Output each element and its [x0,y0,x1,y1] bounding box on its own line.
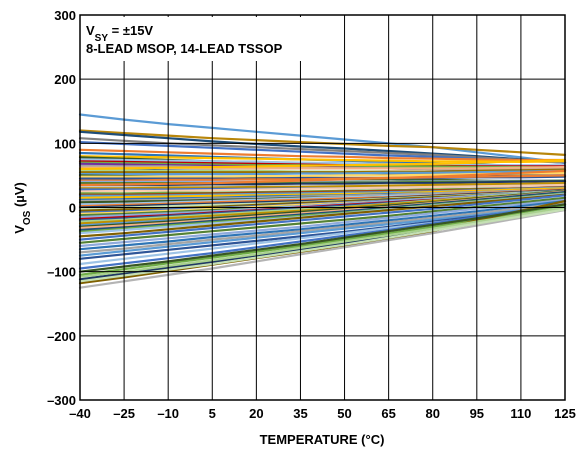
x-tick-label: 80 [425,406,439,421]
annotation-line-1: VSY = ±15V [86,23,153,44]
annotation-vsy-sub: SY [95,33,109,44]
series-line-46 [78,189,567,219]
x-tick-label: 125 [554,406,576,421]
y-tick-label: 200 [54,72,76,87]
y-tick-label: –100 [47,265,76,280]
x-tick-label: 110 [510,406,531,421]
series-line-1 [78,113,567,164]
series-line-73 [78,203,567,273]
x-tick-label: 65 [381,406,395,421]
y-axis-title-main: V [12,225,27,234]
y-axis-title: VOS (µV) [12,182,33,234]
series-line-6 [78,148,567,162]
tick-label-layer: –40 –25 –10 5 20 35 50 65 80 95 110 125 –300 –200 –100… [47,8,576,421]
x-tick-label: 20 [249,406,263,421]
annotation-line-2: 8-LEAD MSOP, 14-LEAD TSSOP [86,41,283,56]
y-axis-title-unit: (µV) [12,182,27,210]
x-tick-label: –25 [113,406,135,421]
x-tick-label: –40 [69,406,91,421]
y-tick-label: 0 [69,201,76,216]
y-tick-label: 300 [54,8,76,23]
series-layer [78,113,567,289]
series-line-36 [78,188,567,203]
series-line-18 [78,168,567,174]
x-tick-label: 35 [293,406,307,421]
y-axis-title-sub: OS [22,210,33,225]
series-line-62 [78,201,567,254]
series-line-57 [78,193,567,238]
series-line-74 [78,169,567,187]
y-tick-label: –200 [47,329,76,344]
y-tick-label: –300 [47,393,76,408]
x-tick-label: 5 [209,406,216,421]
series-line-70 [78,209,567,289]
annotation-background [82,17,332,61]
series-line-54 [78,191,567,232]
series-line-59 [78,196,567,244]
series-line-30 [78,183,567,193]
x-axis-title: TEMPERATURE (°C) [260,432,385,447]
series-line-19 [78,169,567,176]
series-line-60 [78,198,567,248]
series-line-34 [78,187,567,199]
series-line-72 [78,208,567,283]
series-line-66 [78,203,567,270]
series-line-28 [78,182,567,190]
series-line-63 [78,203,567,257]
series-line-58 [78,194,567,241]
x-tick-label: –10 [157,406,179,421]
annotation-box: VSY = ±15V 8-LEAD MSOP, 14-LEAD TSSOP [82,17,332,61]
plot-frame [79,14,566,401]
series-line-61 [78,200,567,251]
annotation-vsy-value: = ±15V [108,23,153,38]
series-line-71 [78,206,567,278]
series-line-75 [78,158,567,171]
x-tick-label: 50 [337,406,351,421]
y-tick-label: 100 [54,136,76,151]
x-tick-label: 95 [470,406,484,421]
grid-layer [80,15,565,400]
series-line-10 [78,158,567,167]
annotation-vsy-main: V [86,23,95,38]
